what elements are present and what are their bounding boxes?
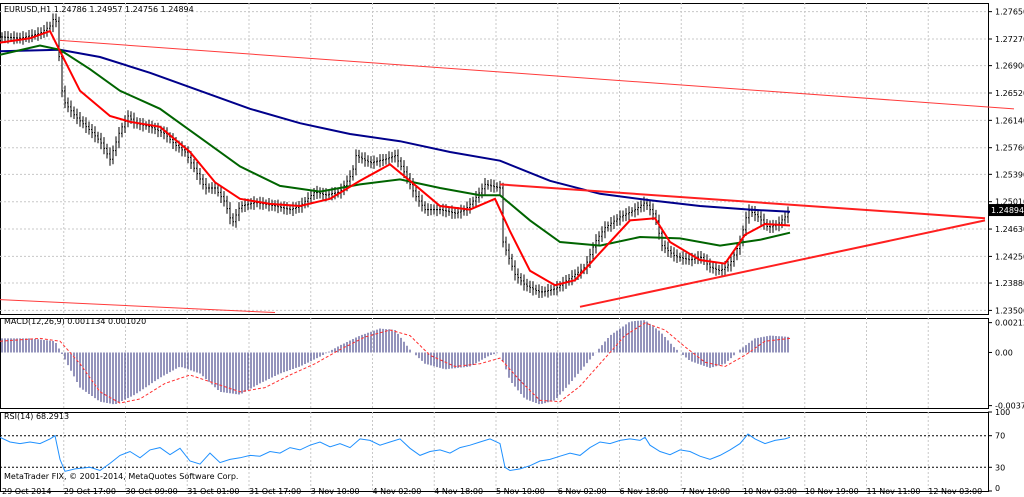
rsi-label: RSI(14) 68.2913 [4,412,69,421]
x-tick-label: 31 Oct 01:00 [187,487,239,496]
trendline [0,299,276,314]
macd-tick-label: 0.00212 [995,319,1024,328]
rsi-tick-label: 30 [995,463,1005,472]
x-tick-label: 6 Nov 18:00 [620,487,669,496]
copyright-text: MetaTrader FIX, © 2001-2014, MetaQuotes … [4,472,238,481]
y-tick-label: 1.26140 [995,116,1024,125]
x-tick-label: 4 Nov 02:00 [373,487,422,496]
y-tick-label: 1.26520 [995,89,1024,98]
current-price-label: 1.24894 [991,206,1024,215]
panel-border [0,412,989,492]
macd-tick-label: 0.00 [995,348,1013,357]
x-tick-label: 30 Oct 09:00 [126,487,178,496]
x-tick-label: 10 Nov 03:00 [743,487,797,496]
y-tick-label: 1.24250 [995,252,1024,261]
macd-tick-label: -0.003781 [995,402,1024,411]
macd-signal-line [0,322,791,404]
panel-border [0,3,989,315]
y-tick-label: 1.24630 [995,225,1024,234]
x-tick-label: 31 Oct 17:00 [249,487,301,496]
y-tick-label: 1.25390 [995,170,1024,179]
trendline [579,219,986,308]
rsi-panel [0,433,988,472]
trendline [59,39,1015,110]
y-tick-label: 1.23500 [995,306,1024,315]
y-tick-label: 1.23880 [995,279,1024,288]
symbol-header: EURUSD,H1 1.24786 1.24957 1.24756 1.2489… [4,5,194,14]
rsi-line [0,433,791,472]
y-tick-label: 1.26900 [995,62,1024,71]
x-tick-label: 29 Oct 2014 [2,487,51,496]
x-tick-label: 11 Nov 11:00 [867,487,921,496]
grid [0,3,989,492]
x-tick-label: 29 Oct 17:00 [64,487,116,496]
x-tick-label: 3 Nov 10:00 [311,487,360,496]
ma-green-line [0,44,791,247]
rsi-tick-label: 0 [995,484,1000,493]
y-tick-label: 1.27650 [995,8,1024,17]
y-tick-label: 1.27270 [995,35,1024,44]
ma-red-line [0,29,791,287]
trendline [499,183,986,220]
y-tick-label: 1.25010 [995,198,1024,207]
x-tick-label: 4 Nov 18:00 [434,487,483,496]
rsi-tick-label: 100 [995,408,1010,417]
macd-label: MACD(12,26,9) 0.001134 0.001020 [4,317,146,326]
y-tick-label: 1.25760 [995,144,1024,153]
x-tick-label: 6 Nov 02:00 [558,487,607,496]
current-price-tag [988,204,1024,217]
rsi-tick-label: 70 [995,432,1005,441]
x-tick-label: 7 Nov 10:00 [681,487,730,496]
ma-blue-line [0,48,791,213]
axes: 29 Oct 2014 29 Oct 17:00 30 Oct 09:00 31 Oc… [2,8,1024,496]
x-tick-label: 10 Nov 19:00 [805,487,859,496]
panel-border [0,318,989,409]
macd-panel [0,320,791,405]
x-tick-label: 12 Nov 03:00 [928,487,982,496]
price-panel [0,13,1015,314]
x-tick-label: 5 Nov 10:00 [496,487,545,496]
